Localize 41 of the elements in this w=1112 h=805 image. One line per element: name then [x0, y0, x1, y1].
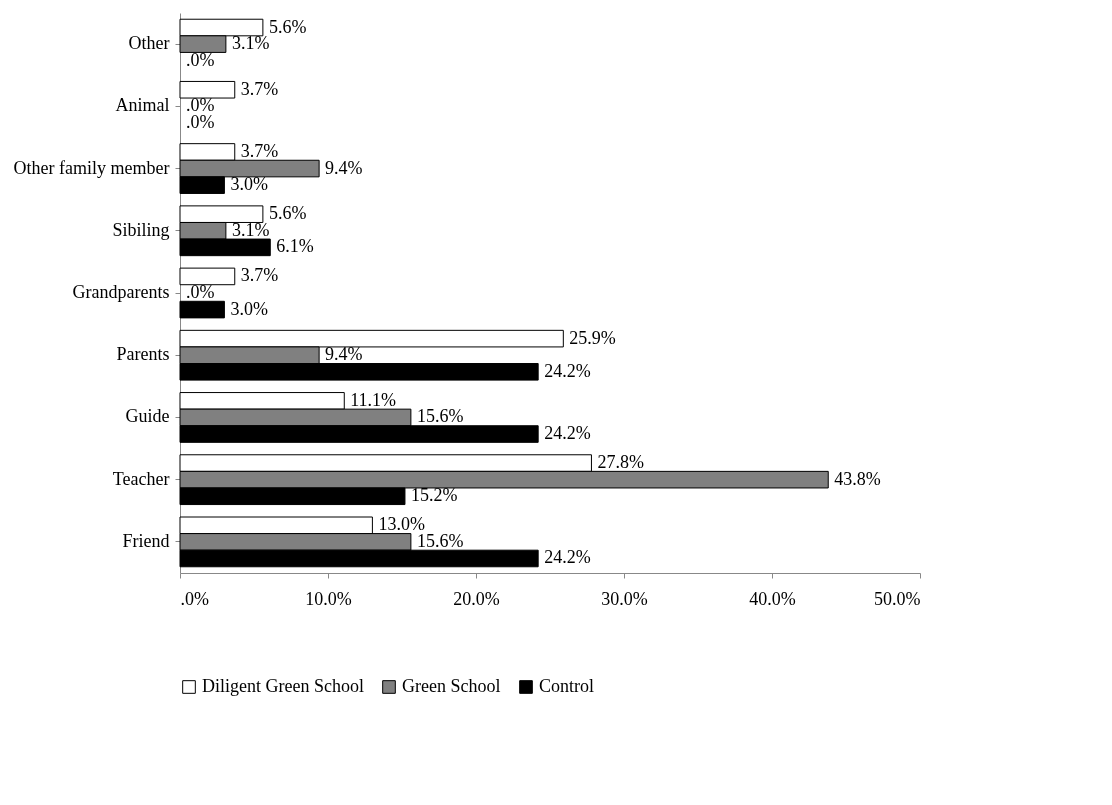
- x-tick-label: 10.0%: [305, 588, 352, 609]
- legend-label: Green School: [402, 676, 501, 696]
- legend-label: Diligent Green School: [202, 676, 364, 696]
- data-label: 9.4%: [325, 157, 363, 178]
- data-label: 3.1%: [231, 33, 270, 54]
- y-tick-label: Animal: [115, 95, 170, 116]
- data-label: 24.2%: [544, 547, 591, 568]
- data-label: 15.2%: [410, 485, 458, 506]
- data-label: 25.9%: [569, 327, 616, 348]
- data-label: 27.8%: [597, 452, 644, 473]
- data-label: 11.1%: [350, 389, 397, 410]
- y-tick-label: Other: [128, 33, 170, 54]
- y-tick-label: Friend: [122, 530, 170, 551]
- data-label: 5.6%: [268, 203, 307, 224]
- data-label: 24.2%: [544, 423, 591, 444]
- y-tick-label: Guide: [125, 406, 170, 427]
- data-label: 3.0%: [230, 298, 268, 319]
- y-tick-label: Sibiling: [112, 219, 170, 240]
- data-label: 43.8%: [834, 468, 881, 489]
- data-label: 3.0%: [230, 174, 268, 195]
- data-label: .0%: [186, 49, 215, 70]
- data-label: .0%: [186, 282, 215, 302]
- data-label: 6.1%: [276, 236, 314, 257]
- data-label: 3.7%: [240, 78, 279, 99]
- x-tick-label: 40.0%: [749, 588, 796, 609]
- y-tick-label: Grandparents: [72, 282, 170, 302]
- data-label: 3.1%: [231, 219, 270, 240]
- data-label: 24.2%: [544, 360, 591, 381]
- x-tick-label: .0%: [180, 588, 209, 609]
- x-tick-label: 30.0%: [601, 588, 648, 609]
- y-tick-label: Other family member: [13, 157, 170, 178]
- y-tick-label: Teacher: [112, 468, 170, 489]
- x-tick-label: 20.0%: [453, 588, 500, 609]
- x-tick-label: 50.0%: [874, 588, 921, 609]
- data-label: 5.6%: [268, 16, 307, 37]
- legend-label: Control: [539, 676, 595, 696]
- data-label: 3.7%: [240, 265, 279, 286]
- data-label: 15.6%: [416, 406, 464, 427]
- y-tick-label: Parents: [116, 344, 170, 365]
- data-label: 9.4%: [325, 344, 363, 365]
- data-label: 3.7%: [240, 140, 279, 161]
